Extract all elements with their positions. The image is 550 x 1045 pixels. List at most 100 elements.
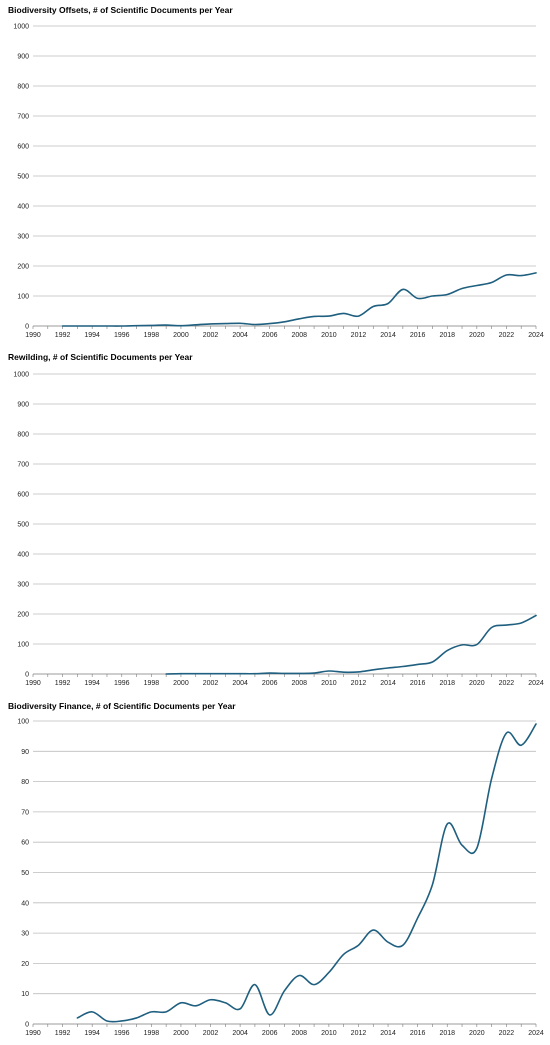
x-tick-label: 2018 [439, 332, 455, 339]
data-point [416, 297, 418, 299]
x-tick-label: 2024 [528, 1030, 544, 1037]
data-point [461, 844, 463, 846]
data-point [76, 1017, 78, 1019]
data-point [195, 1005, 197, 1007]
y-tick-label: 50 [21, 870, 29, 877]
data-point [76, 325, 78, 327]
data-point [254, 323, 256, 325]
x-tick-label: 2004 [232, 1030, 248, 1037]
x-tick-label: 2006 [262, 1030, 278, 1037]
data-point [224, 322, 226, 324]
data-point [372, 929, 374, 931]
data-point [239, 1008, 241, 1010]
x-tick-label: 2020 [469, 680, 485, 687]
y-tick-label: 90 [21, 749, 29, 756]
data-point [476, 847, 478, 849]
chart-title: Rewilding, # of Scientific Documents per… [8, 352, 193, 362]
y-tick-label: 400 [17, 552, 29, 559]
data-point [520, 274, 522, 276]
data-point [402, 288, 404, 290]
x-tick-label: 1990 [25, 332, 41, 339]
data-point [357, 671, 359, 673]
x-tick-label: 2018 [439, 680, 455, 687]
data-point [298, 672, 300, 674]
x-tick-label: 2010 [321, 680, 337, 687]
x-tick-label: 1996 [114, 680, 130, 687]
data-point [416, 663, 418, 665]
x-tick-label: 2004 [232, 680, 248, 687]
x-tick-label: 1992 [55, 332, 71, 339]
data-point [150, 1011, 152, 1013]
x-tick-label: 2008 [292, 332, 308, 339]
data-point [372, 669, 374, 671]
y-tick-label: 1000 [13, 24, 29, 31]
data-point [505, 624, 507, 626]
y-tick-label: 600 [17, 492, 29, 499]
data-point [357, 944, 359, 946]
data-point [490, 281, 492, 283]
data-point [505, 274, 507, 276]
x-tick-label: 2008 [292, 680, 308, 687]
x-tick-label: 2020 [469, 1030, 485, 1037]
data-point [239, 322, 241, 324]
data-point [269, 1014, 271, 1016]
x-tick-label: 2022 [499, 332, 515, 339]
y-tick-label: 100 [17, 294, 29, 301]
data-point [535, 614, 537, 616]
y-tick-label: 900 [17, 402, 29, 409]
x-tick-label: 1992 [55, 680, 71, 687]
x-tick-label: 1990 [25, 680, 41, 687]
data-point [357, 315, 359, 317]
x-tick-label: 1990 [25, 1030, 41, 1037]
data-point [476, 284, 478, 286]
data-point [313, 672, 315, 674]
data-point [298, 974, 300, 976]
data-point [195, 324, 197, 326]
data-point [91, 325, 93, 327]
data-point [446, 649, 448, 651]
x-tick-label: 2012 [351, 680, 367, 687]
biodiversity-offsets-chart: Biodiversity Offsets, # of Scientific Do… [0, 0, 550, 340]
data-point [476, 643, 478, 645]
data-point [402, 665, 404, 667]
y-tick-label: 600 [17, 144, 29, 151]
data-point [372, 305, 374, 307]
data-point [254, 673, 256, 675]
x-tick-label: 2012 [351, 332, 367, 339]
data-point [342, 953, 344, 955]
y-tick-label: 40 [21, 900, 29, 907]
y-tick-label: 100 [17, 719, 29, 726]
rewilding-chart: Rewilding, # of Scientific Documents per… [0, 347, 550, 687]
data-point [328, 315, 330, 317]
chart-plot: 0 100 200 300 400 500 600 700 800 900 1000 1990 1992… [13, 372, 543, 688]
x-tick-label: 2016 [410, 1030, 426, 1037]
y-tick-label: 100 [17, 642, 29, 649]
data-point [283, 672, 285, 674]
data-point [328, 971, 330, 973]
y-tick-label: 400 [17, 204, 29, 211]
y-tick-label: 0 [25, 324, 29, 331]
y-tick-label: 70 [21, 809, 29, 816]
y-tick-label: 0 [25, 1022, 29, 1029]
data-point [269, 672, 271, 674]
data-point [490, 626, 492, 628]
data-point [298, 318, 300, 320]
data-point [91, 1011, 93, 1013]
data-point [209, 673, 211, 675]
data-point [150, 324, 152, 326]
data-point [490, 777, 492, 779]
x-tick-label: 2000 [173, 332, 189, 339]
y-tick-label: 300 [17, 582, 29, 589]
x-tick-label: 2002 [203, 332, 219, 339]
y-tick-label: 20 [21, 961, 29, 968]
data-point [461, 287, 463, 289]
y-tick-label: 10 [21, 991, 29, 998]
y-tick-label: 700 [17, 462, 29, 469]
data-point [416, 917, 418, 919]
y-tick-label: 700 [17, 114, 29, 121]
data-point [106, 325, 108, 327]
data-point [431, 883, 433, 885]
data-point [342, 312, 344, 314]
y-tick-label: 200 [17, 612, 29, 619]
data-point [387, 667, 389, 669]
